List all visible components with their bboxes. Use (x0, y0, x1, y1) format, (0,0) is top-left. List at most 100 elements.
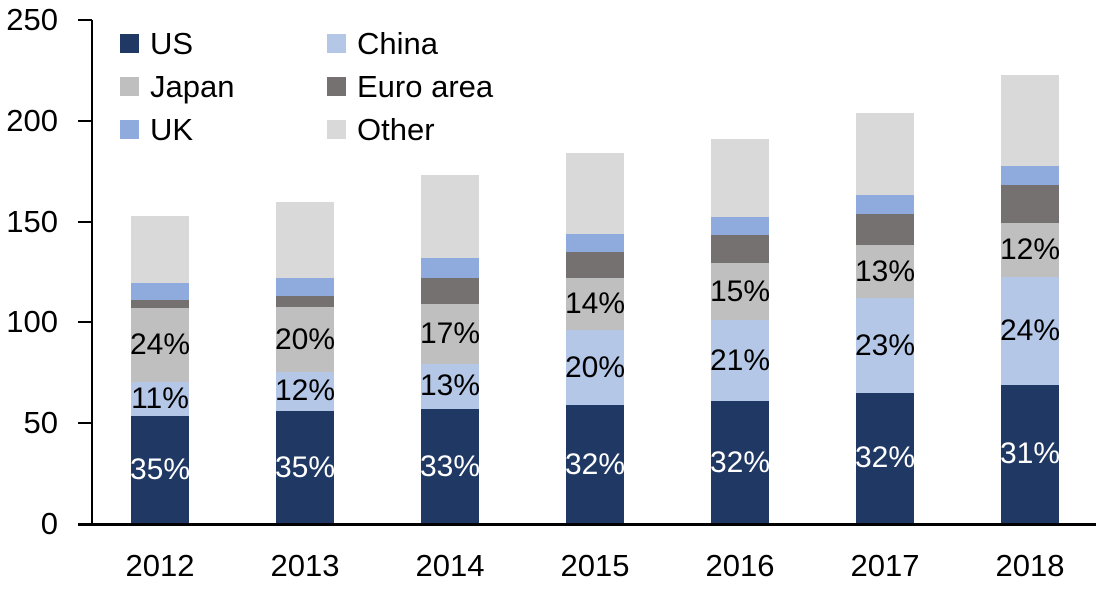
segment-label-us-2014: 33% (419, 449, 481, 483)
segment-label-us-2018: 31% (999, 437, 1061, 471)
x-axis-label-2017: 2017 (850, 548, 920, 583)
bar-2012-segment-uk (131, 283, 189, 301)
bar-2013-segment-euro-area (276, 296, 334, 308)
bar-2016-segment-us: 32% (709, 401, 771, 524)
x-axis-line (78, 523, 1096, 526)
legend-label-us: US (150, 26, 194, 61)
bar-2016-segment-other (711, 138, 769, 217)
bar-2017: 32% 23% 13% (854, 112, 916, 524)
y-axis-tick (78, 19, 92, 21)
bar-2015-segment-china: 20% (565, 330, 625, 406)
bar-2013-segment-uk (276, 278, 334, 297)
bar-2012-segment-other (131, 215, 189, 284)
segment-label-japan-2014: 17% (419, 317, 481, 350)
y-axis-tick-label: 50 (23, 405, 58, 441)
segment-label-china-2016: 21% (709, 343, 771, 377)
bar-2018-segment-japan: 12% (999, 222, 1061, 278)
legend-item-uk: UK (120, 114, 193, 145)
bar-2016-segment-euro-area (711, 234, 769, 263)
segment-label-china-2018: 24% (999, 313, 1061, 347)
segment-label-china-2014: 13% (419, 369, 481, 403)
bar-2014-segment-japan: 17% (419, 304, 481, 364)
bar-2014: 33% 13% 17% (419, 175, 481, 524)
y-axis-tick (78, 321, 92, 324)
bar-2015-segment-euro-area (566, 251, 624, 279)
bar-2012-segment-japan: 24% (129, 308, 191, 382)
segment-label-us-2012: 35% (129, 453, 191, 487)
y-axis-tick-label: 100 (6, 304, 58, 340)
segment-label-us-2013: 35% (274, 450, 336, 484)
bar-2012-segment-euro-area (131, 300, 189, 309)
segment-label-japan-2017: 13% (854, 254, 916, 288)
bar-2017-segment-euro-area (856, 213, 914, 245)
x-axis-label-2013: 2013 (270, 548, 340, 583)
bar-2018-segment-uk (1001, 166, 1059, 186)
bar-2013-segment-china: 12% (275, 371, 335, 412)
legend-item-china: China (327, 28, 438, 59)
legend-swatch-uk (120, 120, 139, 139)
y-axis-tick (78, 422, 92, 425)
bar-2016-segment-china: 21% (709, 320, 771, 402)
bar-2014-segment-china: 13% (419, 363, 481, 410)
segment-label-us-2016: 32% (709, 445, 771, 479)
bar-2014-segment-other (421, 175, 479, 258)
bar-2016-segment-uk (711, 216, 769, 235)
legend-item-japan: Japan (120, 71, 234, 102)
bar-2017-segment-us: 32% (854, 392, 916, 524)
bar-2013: 35% 12% 20% (274, 201, 336, 524)
bar-2012-segment-us: 35% (129, 416, 191, 524)
bar-2013-segment-other (276, 201, 334, 279)
segment-label-china-2012: 11% (131, 382, 189, 416)
bar-2015-segment-uk (566, 233, 624, 252)
legend-label-other: Other (357, 112, 435, 147)
segment-label-japan-2015: 14% (564, 287, 626, 321)
x-axis-label-2018: 2018 (995, 548, 1065, 583)
y-axis-tick (78, 220, 92, 223)
bar-2013-segment-us: 35% (274, 411, 336, 524)
segment-label-japan-2012: 24% (129, 328, 191, 362)
segment-label-china-2017: 23% (854, 328, 916, 362)
y-axis-tick (78, 119, 92, 122)
legend-item-us: US (120, 28, 193, 59)
legend-label-japan: Japan (150, 69, 235, 104)
x-axis-label-2012: 2012 (125, 548, 195, 583)
x-axis-label-2014: 2014 (415, 548, 485, 583)
bar-2015-segment-japan: 14% (564, 278, 626, 331)
bar-2016-segment-japan: 15% (709, 262, 771, 321)
y-axis-tick-label: 150 (6, 203, 58, 239)
segment-label-us-2017: 32% (854, 441, 916, 475)
segment-label-japan-2016: 15% (709, 274, 771, 308)
bar-2018-segment-euro-area (1001, 185, 1059, 223)
bar-2017-segment-china: 23% (854, 298, 916, 393)
y-axis-tick-label: 0 (40, 506, 58, 541)
legend-item-other: Other (327, 114, 435, 145)
y-axis-tick (78, 523, 92, 525)
bar-2015-segment-other (566, 153, 624, 234)
bar-2014-segment-us: 33% (419, 409, 481, 524)
bar-2017-segment-other (856, 112, 914, 196)
legend-swatch-china (327, 34, 346, 53)
legend-item-euro-area: Euro area (327, 71, 493, 102)
legend-swatch-other (327, 120, 346, 139)
bar-2016: 32% 21% 15% (709, 138, 771, 524)
x-axis-label-2016: 2016 (705, 548, 775, 583)
legend-label-china: China (357, 26, 438, 61)
bar-2017-segment-uk (856, 195, 914, 214)
bar-2018-segment-other (1001, 74, 1059, 167)
bar-2014-segment-uk (421, 257, 479, 279)
bar-2018-segment-china: 24% (999, 277, 1061, 385)
legend-label-uk: UK (150, 112, 194, 147)
bar-2014-segment-euro-area (421, 278, 479, 305)
segment-label-japan-2013: 20% (274, 322, 336, 356)
legend-swatch-japan (120, 77, 139, 96)
legend-swatch-us (120, 34, 139, 53)
y-axis-tick-label: 250 (6, 2, 58, 37)
bar-2017-segment-japan: 13% (854, 244, 916, 299)
bar-2012-segment-china: 11% (131, 381, 189, 417)
legend-swatch-euro-area (327, 77, 346, 96)
bar-2013-segment-japan: 20% (274, 307, 336, 372)
segment-label-japan-2018: 12% (999, 232, 1061, 266)
y-axis-line (91, 20, 93, 526)
bar-2015: 32% 20% 14% (564, 153, 626, 524)
